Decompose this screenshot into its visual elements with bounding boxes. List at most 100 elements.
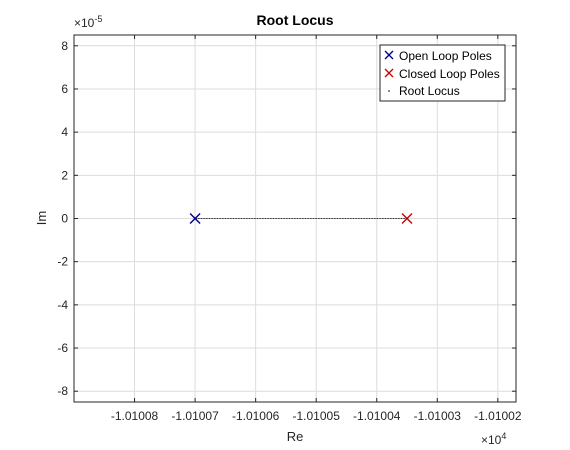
root-locus-point (277, 217, 279, 220)
open-loop-pole-marker-stroke (189, 213, 201, 224)
grid-lines (74, 35, 516, 402)
chart-title: Root Locus (257, 12, 334, 28)
root-locus-point (370, 217, 372, 220)
root-locus-point (389, 217, 391, 220)
root-locus-point (244, 217, 246, 220)
root-locus-point (282, 217, 284, 220)
root-locus-point (268, 217, 270, 220)
root-locus-point (380, 217, 382, 220)
root-locus-point (245, 217, 247, 220)
legend-marker-root-locus (388, 90, 390, 92)
root-locus-point (335, 217, 337, 220)
root-locus-point (351, 217, 353, 220)
root-locus-point (378, 217, 380, 220)
root-locus-point (325, 217, 327, 220)
root-locus-point (364, 217, 366, 220)
y-exponent-base: ×10 (74, 16, 95, 30)
root-locus-point (272, 217, 275, 220)
legend-item-closed-loop-poles: Closed Loop Poles (384, 67, 500, 81)
root-locus-point (269, 217, 271, 220)
legend: Open Loop Poles Closed Loop Poles Root L… (379, 44, 506, 102)
root-locus-point (264, 217, 267, 220)
root-locus-point (317, 217, 319, 220)
root-locus-point (367, 217, 369, 220)
root-locus-point (210, 217, 212, 220)
root-locus-point (216, 217, 219, 220)
root-locus-point (240, 217, 243, 220)
root-locus-point (397, 217, 399, 220)
root-locus-point (368, 217, 371, 220)
root-locus-point (248, 217, 251, 220)
root-locus-point (231, 217, 233, 220)
y-tick-label: 0 (61, 212, 68, 226)
root-locus-point (284, 217, 286, 220)
root-locus-point (250, 217, 252, 220)
root-locus-point (258, 217, 260, 220)
root-locus-point (400, 217, 403, 220)
open-loop-pole-marker (189, 213, 201, 224)
root-locus-point (260, 217, 262, 220)
root-locus-point (208, 217, 211, 220)
x-tick-label: -1.01008 (111, 409, 159, 423)
root-locus-point (252, 217, 254, 220)
y-tick-label: 6 (61, 82, 68, 96)
legend-box (379, 44, 506, 102)
axis-ticks: -1.01008 -1.01007 -1.01006 -1.01005 -1.01004… (57, 35, 522, 423)
root-locus-point (224, 217, 227, 220)
root-locus-point (232, 217, 235, 220)
root-locus-point (207, 217, 209, 220)
x-tick-label: -1.01003 (414, 409, 462, 423)
closed-loop-pole-marker-stroke (401, 213, 413, 224)
root-locus-point (223, 217, 225, 220)
root-locus-point (215, 217, 217, 220)
x-tick-label: -1.01007 (171, 409, 219, 423)
y-tick-label: 2 (61, 168, 68, 182)
root-locus-point (386, 217, 388, 220)
root-locus-point (228, 217, 230, 220)
root-locus-point (384, 217, 387, 220)
y-tick-label: -8 (57, 384, 68, 398)
root-locus-point (205, 217, 207, 220)
root-locus-point (346, 217, 348, 220)
root-locus-point (253, 217, 255, 220)
root-locus-point (394, 217, 396, 220)
root-locus-point (320, 217, 323, 220)
root-locus-point (218, 217, 220, 220)
root-locus-point (236, 217, 238, 220)
x-exponent-base: ×10 (481, 433, 502, 447)
x-tick-label: -1.01005 (293, 409, 341, 423)
y-tick-label: 4 (61, 125, 68, 139)
root-locus-point (319, 217, 321, 220)
root-locus-point (316, 217, 318, 220)
closed-loop-pole-marker (401, 213, 413, 224)
root-locus-point (285, 217, 287, 220)
root-locus-point (391, 217, 393, 220)
root-locus-point (301, 217, 303, 220)
root-locus-point (359, 217, 361, 220)
root-locus-point (402, 217, 404, 220)
root-locus-point (234, 217, 236, 220)
root-locus-point (290, 217, 292, 220)
root-locus-point (221, 217, 223, 220)
root-locus-point (396, 217, 398, 220)
root-locus-point (404, 217, 406, 220)
x-exponent-label: ×104 (481, 431, 506, 447)
root-locus-point (271, 217, 273, 220)
legend-item-root-locus: Root Locus (388, 84, 460, 98)
root-locus-point (204, 217, 206, 220)
x-tick-label: -1.01004 (353, 409, 401, 423)
root-locus-point (287, 217, 289, 220)
root-locus-point (348, 217, 350, 220)
root-locus-point (332, 217, 334, 220)
root-locus-point (356, 217, 358, 220)
root-locus-point (324, 217, 326, 220)
root-locus-point (199, 217, 201, 220)
y-exponent-label: ×10-5 (74, 14, 102, 30)
root-locus-point (261, 217, 263, 220)
root-locus-point (239, 217, 241, 220)
legend-label-open-loop-poles: Open Loop Poles (399, 49, 492, 63)
root-locus-point (247, 217, 249, 220)
root-locus-point (263, 217, 265, 220)
root-locus-point (343, 217, 345, 220)
root-locus-point (311, 217, 313, 220)
